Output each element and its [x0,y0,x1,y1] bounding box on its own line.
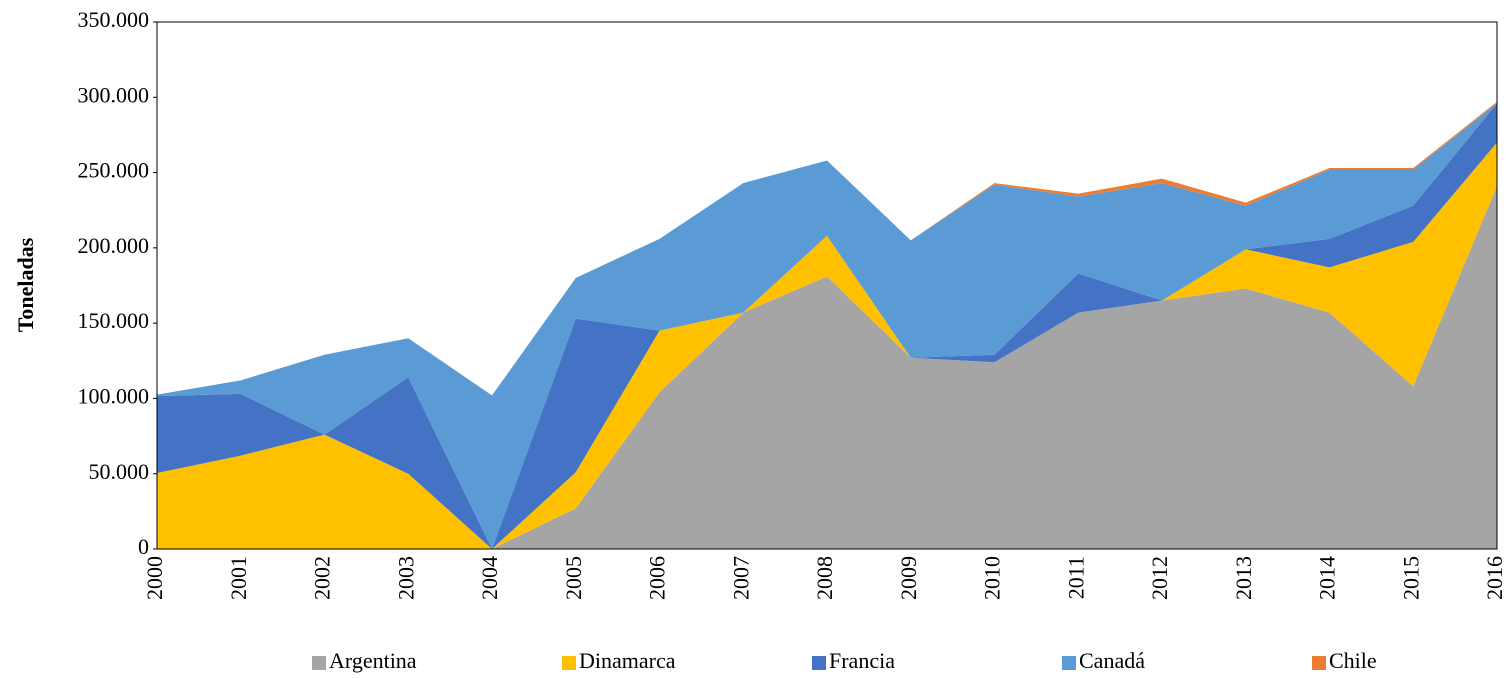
y-tick-label: 150.000 [78,308,150,333]
x-tick-label: 2014 [1315,556,1340,600]
legend-label: Chile [1329,648,1377,673]
y-tick-label: 350.000 [78,7,150,32]
legend-label: Canadá [1079,648,1145,673]
y-tick-label: 0 [138,534,149,559]
legend-swatch [562,656,576,670]
x-tick-label: 2011 [1063,556,1088,599]
x-tick-label: 2015 [1398,556,1423,600]
legend-swatch [812,656,826,670]
x-tick-label: 2013 [1231,556,1256,600]
x-tick-label: 2005 [561,556,586,600]
y-axis-title: Toneladas [13,237,38,332]
x-tick-label: 2009 [896,556,921,600]
legend-label: Dinamarca [579,648,676,673]
chart: Toneladas 0 50.000 100.000 150.000 200.000 25… [0,0,1512,678]
x-tick-label: 2010 [980,556,1005,600]
legend-swatch [1062,656,1076,670]
x-tick-label: 2004 [477,556,502,600]
legend-swatch [1312,656,1326,670]
x-tick-label: 2002 [310,556,335,600]
y-tick-label: 50.000 [89,459,150,484]
legend-label: Francia [829,648,895,673]
x-tick-label: 2008 [812,556,837,600]
y-tick-label: 300.000 [78,82,150,107]
x-tick-label: 2003 [393,556,418,600]
legend-label: Argentina [329,648,417,673]
x-tick-label: 2016 [1482,556,1507,600]
x-tick-label: 2001 [226,556,251,600]
y-tick-label: 250.000 [78,158,150,183]
x-tick-label: 2012 [1147,556,1172,600]
x-tick-label: 2006 [645,556,670,600]
x-tick-label: 2007 [728,556,753,600]
legend-swatch [312,656,326,670]
x-tick-label: 2000 [142,556,167,600]
y-tick-label: 100.000 [78,383,150,408]
y-tick-label: 200.000 [78,233,150,258]
